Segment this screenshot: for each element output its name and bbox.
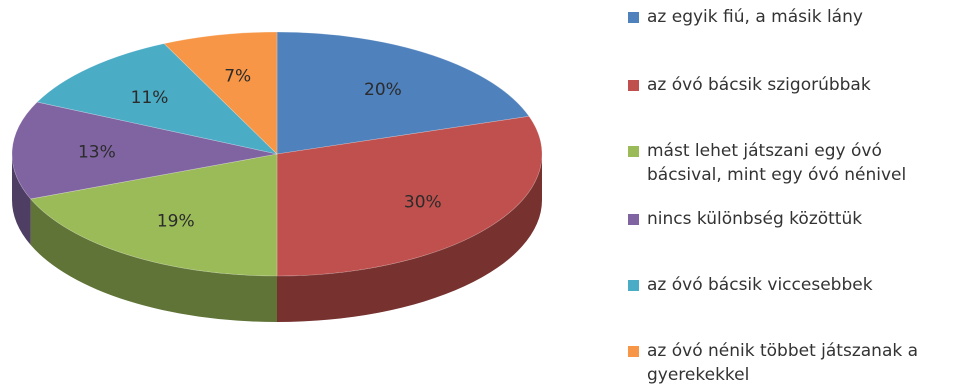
legend-item-5: az óvó bácsik viccesebbek [628,273,958,297]
slice-4-percent-label: 13% [78,142,116,162]
slice-5-percent-label: 11% [131,88,169,108]
legend-label-4: nincs különbség közöttük [647,209,863,229]
legend-label-3: mást lehet játszani egy óvó bácsival, mi… [647,141,907,185]
legend-item-4: nincs különbség közöttük [628,207,958,231]
slice-2 [276,115,543,277]
chart-legend: az egyik fiú, a másik lány az óvó bácsik … [628,0,958,390]
legend-label-5: az óvó bácsik viccesebbek [647,275,873,295]
slice-1-percent-label: 20% [364,80,402,100]
pie-label-layer: 20% 30% 19% 13% 11% 7% [78,66,442,231]
slice-3 [30,153,278,277]
legend-swatch-2 [628,80,639,91]
pie-chart: 20% 30% 19% 13% 11% 7% [11,31,543,322]
legend-swatch-6 [628,346,639,357]
pie-top-layer [11,31,543,277]
slice-2-side [277,154,542,322]
slice-6 [163,31,278,155]
legend-label-2: az óvó bácsik szigorúbbak [647,75,871,95]
slice-4-side [12,154,31,245]
slice-2-percent-label: 30% [404,192,442,212]
legend-item-1: az egyik fiú, a másik lány [628,5,958,29]
legend-label-6: az óvó nénik többet játszanak a gyerekek… [647,341,919,385]
slice-1 [276,31,530,155]
pie-depth-layer [12,154,542,322]
legend-item-6: az óvó nénik többet játszanak a gyerekek… [628,339,958,387]
slice-5 [36,43,278,155]
slice-6-percent-label: 7% [224,66,251,86]
legend-swatch-5 [628,280,639,291]
slice-3-side [30,198,277,322]
slice-4 [11,101,278,200]
legend-swatch-3 [628,146,639,157]
legend-swatch-4 [628,214,639,225]
legend-item-2: az óvó bácsik szigorúbbak [628,73,958,97]
slice-3-percent-label: 19% [157,212,195,232]
legend-label-1: az egyik fiú, a másik lány [647,7,863,27]
legend-swatch-1 [628,12,639,23]
legend-item-3: mást lehet játszani egy óvó bácsival, mi… [628,139,958,187]
